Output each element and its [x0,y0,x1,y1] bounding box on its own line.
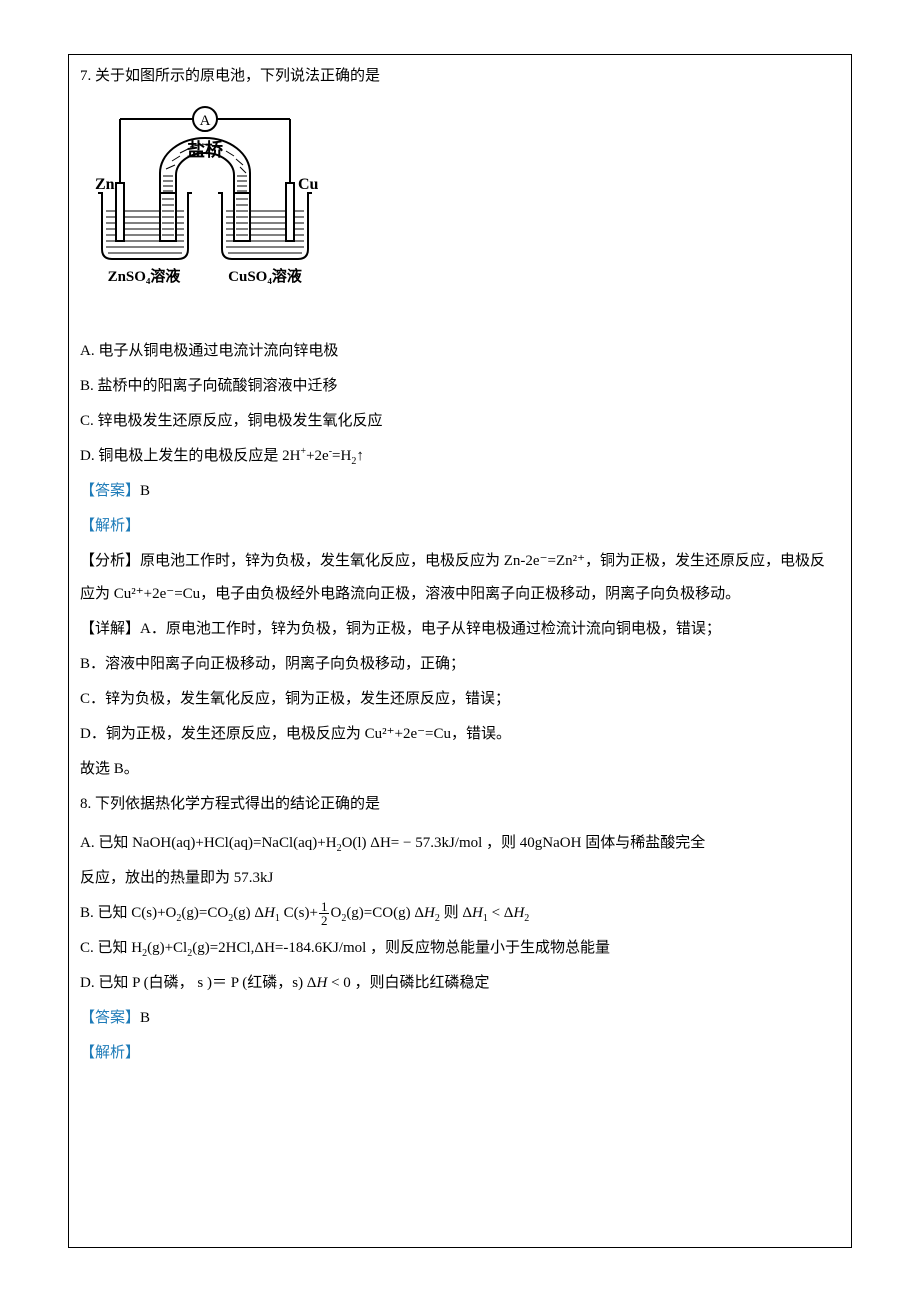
q8-d-lt: < 0 ，则白磷比红磷稳定 [327,975,489,991]
q8-analysis-label: 【解析】 [80,1045,140,1061]
q8-b-h2: H [424,905,435,921]
q8-b-pre: B. 已知 C(s)+O [80,905,176,921]
q8-option-a: A. 已知 NaOH(aq)+HCl(aq)=NaCl(aq)+H2O(l) Δ… [80,827,840,860]
q7-answer: 【答案】B [80,475,840,508]
q8-b-frac: 12 [319,900,330,927]
q8-b-txt2: C(s)+ [280,905,318,921]
q7-answer-label: 【答案】 [80,483,140,499]
q7-stem: 7. 关于如图所示的原电池，下列说法正确的是 [80,60,840,93]
q7-option-a: A. 电子从铜电极通过电流计流向锌电极 [80,335,840,368]
q7-d-mid2: =H [332,448,351,464]
salt-bridge-label: 盐桥 [187,139,224,160]
q7-d-prefix: D. 铜电极上发生的电极反应是 2H [80,448,300,464]
q8-option-b: B. 已知 C(s)+O2(g)=CO2(g) ΔH1 C(s)+12O2(g)… [80,897,840,930]
q7-detail-a: 【详解】A．原电池工作时，锌为负极，铜为正极，电子从锌电极通过检流计流向铜电极，… [80,613,840,646]
q8-d-h: H [316,975,327,991]
q8-b-h1: H [264,905,275,921]
q7-analysis-heading: 【分析】原电池工作时，锌为负极，发生氧化反应，电极反应为 Zn-2e⁻=Zn²⁺… [80,545,840,611]
q8-option-a-line2: 反应，放出的热量即为 57.3kJ [80,862,840,895]
q7-answer-value: B [140,483,150,499]
q7-detail-b: B．溶液中阳离子向正极移动，阴离子向负极移动，正确； [80,648,840,681]
left-solution-label: ZnSO₄溶液 [108,267,182,285]
galvanic-cell-diagram: A 盐桥 Zn Cu [80,101,330,311]
q7-option-c: C. 锌电极发生还原反应，铜电极发生氧化反应 [80,405,840,438]
q8-option-c: C. 已知 H2(g)+Cl2(g)=2HCl,ΔH=-184.6KJ/mol … [80,932,840,965]
q7-analysis-label-row: 【解析】 [80,510,840,543]
q8-c-mid2: (g)=2HCl,ΔH=-184.6KJ/mol ，则反应物总能量小于生成物总能… [192,940,610,956]
q8-b-h1b: H [472,905,483,921]
q7-d-mid1: +2e [306,448,329,464]
right-beaker [218,183,312,259]
q8-stem: 8. 下列依据热化学方程式得出的结论正确的是 [80,788,840,821]
q7-conclusion: 故选 B。 [80,753,840,786]
right-solution-label: CuSO₄溶液 [228,267,303,285]
q8-b-h2b: H [513,905,524,921]
q7-d-arrow: ↑ [356,448,364,464]
q7-option-b: B. 盐桥中的阳离子向硫酸铜溶液中迁移 [80,370,840,403]
q8-a-mid: O(l) ΔH= − 57.3kJ/mol ，则 40gNaOH 固体与稀盐酸完… [342,835,706,851]
right-electrode-label: Cu [298,176,319,193]
q8-b-then: 则 Δ [440,905,472,921]
q8-c-pre: C. 已知 H [80,940,142,956]
q8-b-mid3: (g)=CO(g) Δ [346,905,424,921]
q8-a-pre: A. 已知 NaOH(aq)+HCl(aq)=NaCl(aq)+H [80,835,337,851]
q8-d-pre: D. 已知 P (白磷， s )＝ P (红磷，s) Δ [80,975,316,991]
spacer [80,321,840,333]
q7-option-d: D. 铜电极上发生的电极反应是 2H++2e-=H2↑ [80,440,840,473]
q8-answer: 【答案】B [80,1002,840,1035]
q8-b-mid2: (g) Δ [233,905,264,921]
left-beaker [98,183,192,259]
q8-b-frac-den: 2 [319,914,330,927]
q7-detail-d: D．铜为正极，发生还原反应，电极反应为 Cu²⁺+2e⁻=Cu，错误。 [80,718,840,751]
q8-c-mid1: (g)+Cl [147,940,187,956]
q8-option-d: D. 已知 P (白磷， s )＝ P (红磷，s) ΔH < 0 ，则白磷比红… [80,967,840,1000]
ammeter-label: A [200,113,211,129]
left-electrode-label: Zn [95,176,115,193]
q7-figure: A 盐桥 Zn Cu [80,101,840,311]
page-content: 7. 关于如图所示的原电池，下列说法正确的是 A 盐桥 [80,60,840,1070]
q8-answer-value: B [140,1010,150,1026]
q8-b-sub2b: 2 [524,913,529,924]
q8-b-frac-num: 1 [319,900,330,914]
q7-detail-c: C．锌为负极，发生氧化反应，铜为正极，发生还原反应，错误； [80,683,840,716]
q8-b-lt: < Δ [488,905,514,921]
q8-analysis-label-row: 【解析】 [80,1037,840,1070]
q8-b-mid1: (g)=CO [181,905,228,921]
q8-answer-label: 【答案】 [80,1010,140,1026]
q8-b-txt3: O [330,905,341,921]
q7-analysis-label: 【解析】 [80,518,140,534]
